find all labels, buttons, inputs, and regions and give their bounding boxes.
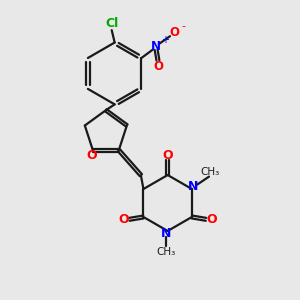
Text: Cl: Cl	[105, 17, 118, 30]
Text: CH₃: CH₃	[201, 167, 220, 177]
Text: -: -	[181, 21, 185, 31]
Text: CH₃: CH₃	[157, 247, 176, 256]
Text: N: N	[151, 40, 161, 53]
Text: O: O	[153, 60, 163, 73]
Text: N: N	[188, 180, 199, 193]
Text: O: O	[162, 148, 173, 161]
Text: O: O	[119, 213, 129, 226]
Text: O: O	[169, 26, 179, 40]
Text: O: O	[86, 149, 97, 162]
Text: N: N	[161, 227, 171, 240]
Text: +: +	[161, 35, 169, 45]
Text: O: O	[206, 213, 217, 226]
